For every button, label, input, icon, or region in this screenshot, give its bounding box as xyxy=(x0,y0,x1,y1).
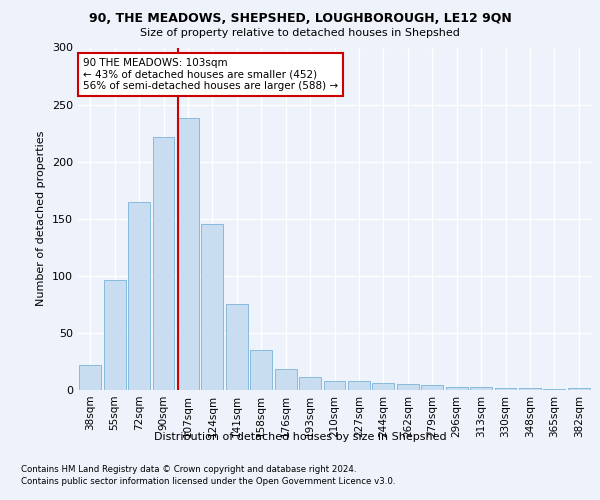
Text: Distribution of detached houses by size in Shepshed: Distribution of detached houses by size … xyxy=(154,432,446,442)
Bar xyxy=(568,388,590,390)
Bar xyxy=(152,136,175,390)
Bar xyxy=(202,224,223,390)
Bar xyxy=(79,365,101,390)
Bar xyxy=(226,304,248,390)
Bar xyxy=(494,388,517,390)
Text: 90 THE MEADOWS: 103sqm
← 43% of detached houses are smaller (452)
56% of semi-de: 90 THE MEADOWS: 103sqm ← 43% of detached… xyxy=(83,58,338,91)
Bar xyxy=(446,386,467,390)
Y-axis label: Number of detached properties: Number of detached properties xyxy=(37,131,46,306)
Text: Contains public sector information licensed under the Open Government Licence v3: Contains public sector information licen… xyxy=(21,478,395,486)
Bar xyxy=(470,386,492,390)
Bar xyxy=(323,381,346,390)
Bar xyxy=(544,389,565,390)
Bar xyxy=(128,202,150,390)
Bar xyxy=(299,378,321,390)
Text: Contains HM Land Registry data © Crown copyright and database right 2024.: Contains HM Land Registry data © Crown c… xyxy=(21,465,356,474)
Bar xyxy=(275,370,296,390)
Bar xyxy=(250,350,272,390)
Bar xyxy=(104,280,125,390)
Bar xyxy=(519,388,541,390)
Bar xyxy=(177,118,199,390)
Text: 90, THE MEADOWS, SHEPSHED, LOUGHBOROUGH, LE12 9QN: 90, THE MEADOWS, SHEPSHED, LOUGHBOROUGH,… xyxy=(89,12,511,26)
Bar xyxy=(421,386,443,390)
Text: Size of property relative to detached houses in Shepshed: Size of property relative to detached ho… xyxy=(140,28,460,38)
Bar xyxy=(373,383,394,390)
Bar xyxy=(348,381,370,390)
Bar xyxy=(397,384,419,390)
